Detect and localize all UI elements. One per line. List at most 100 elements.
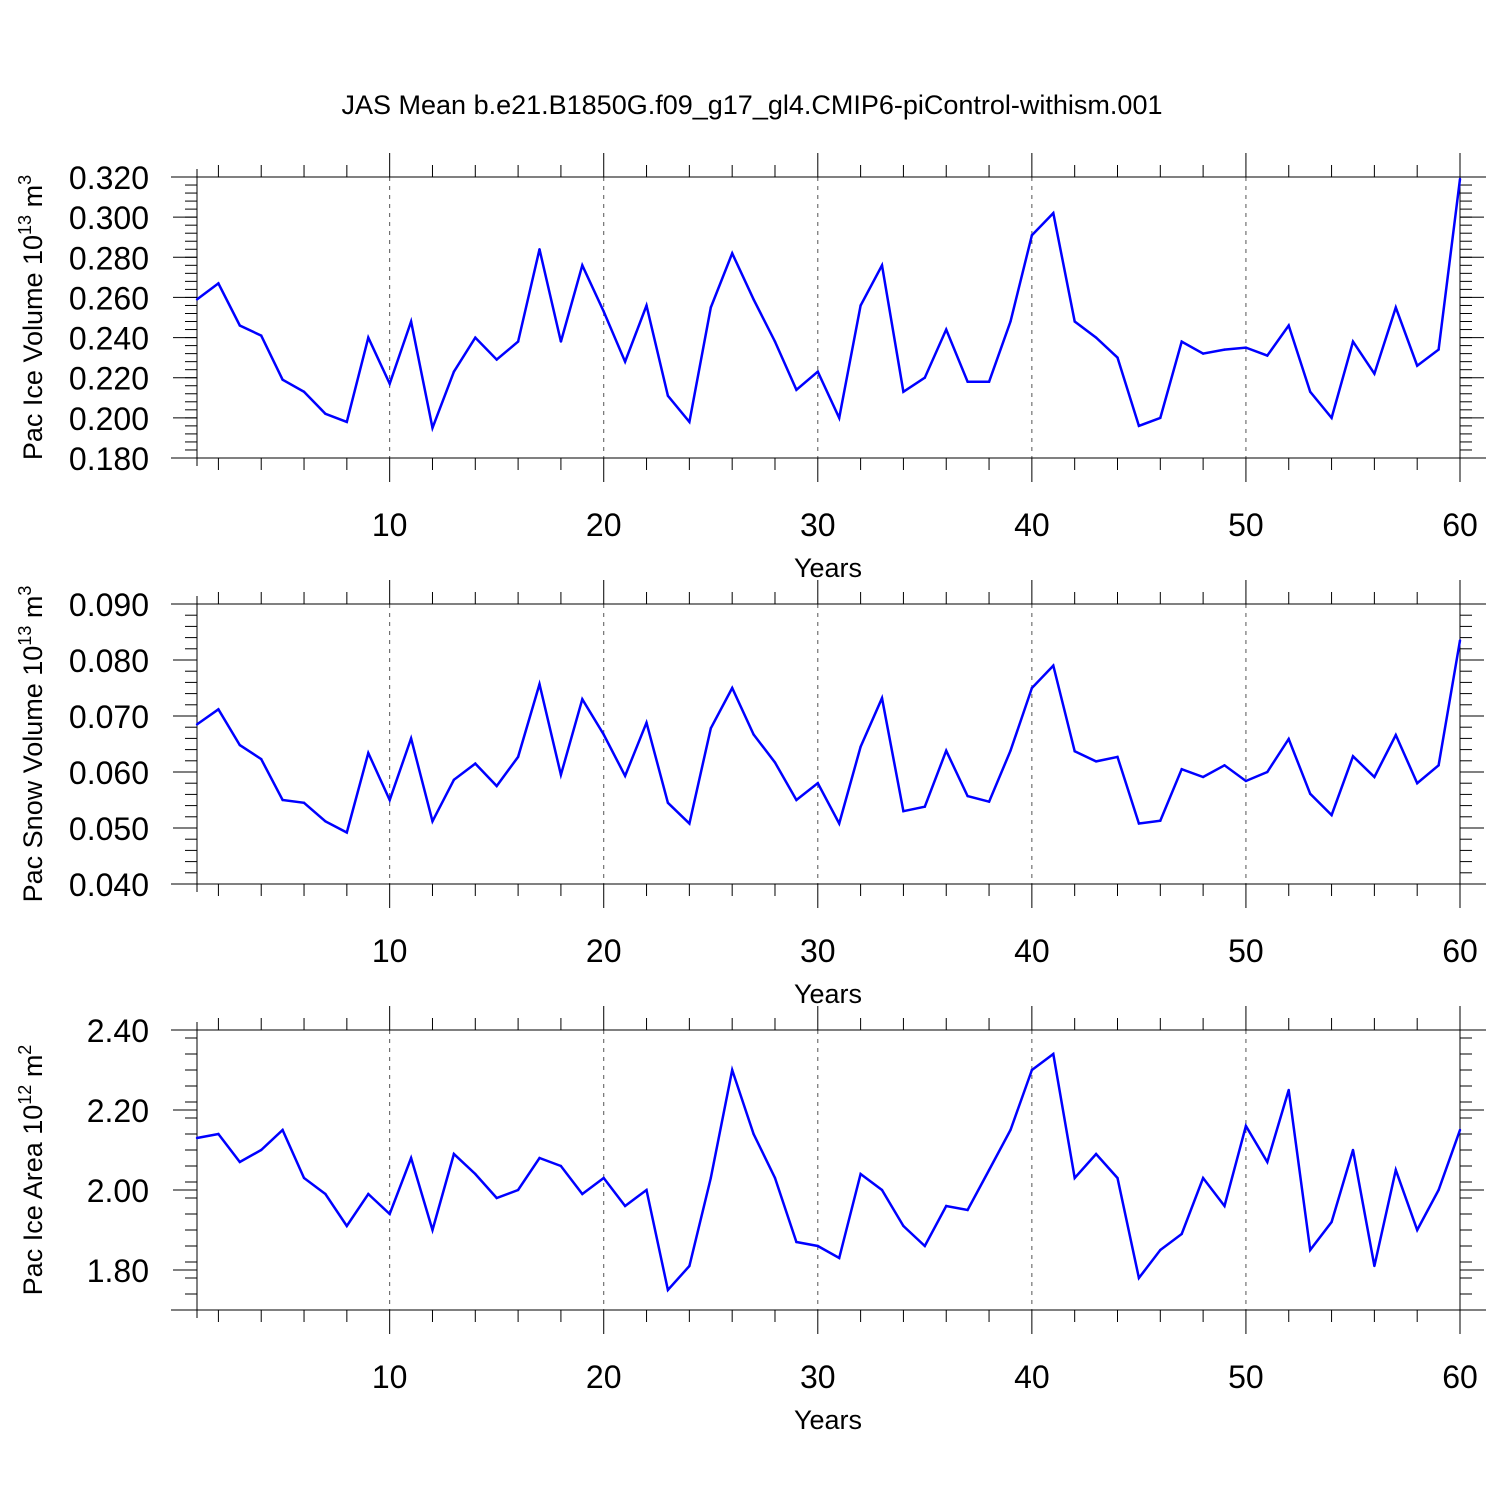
data-point <box>666 394 670 397</box>
data-point <box>987 800 991 803</box>
data-point <box>217 1132 220 1136</box>
x-axis-title: Years <box>794 979 862 1009</box>
data-point <box>1073 750 1076 753</box>
y-tick-label: 2.00 <box>87 1173 149 1209</box>
data-point <box>260 757 263 761</box>
data-point <box>495 1196 498 1200</box>
data-point <box>1458 639 1462 642</box>
data-point <box>1052 1052 1055 1056</box>
chart-title: JAS Mean b.e21.B1850G.f09_g17_gl4.CMIP6-… <box>342 90 1163 120</box>
data-point <box>1415 782 1419 785</box>
data-point <box>795 1240 798 1244</box>
data-point <box>1201 352 1205 355</box>
data-point <box>474 762 477 765</box>
data-point <box>431 426 434 430</box>
data-point <box>1094 1152 1098 1156</box>
data-point <box>1244 346 1248 349</box>
panel-3: 10 20 30 40 50 60 1.80 2.00 2.20 2.40 Years Pac Ice… <box>15 1006 1486 1435</box>
data-point <box>388 382 391 385</box>
data-point <box>1351 340 1355 343</box>
data-point <box>859 304 862 307</box>
data-point <box>945 328 948 331</box>
data-point <box>1180 768 1183 771</box>
y-tick-label: 0.090 <box>69 587 149 623</box>
data-point <box>1394 1168 1397 1172</box>
data-point <box>1287 737 1290 741</box>
data-point <box>945 1204 948 1208</box>
data-point <box>838 822 841 825</box>
data-point <box>538 248 541 251</box>
y-tick-label: 0.080 <box>69 643 149 679</box>
y-tick-label: 0.300 <box>69 200 149 236</box>
data-point <box>1415 1228 1419 1232</box>
data-point <box>388 798 391 802</box>
data-point <box>238 1160 242 1164</box>
data-point <box>602 733 605 736</box>
data-point <box>645 1188 648 1192</box>
data-point <box>260 1148 263 1152</box>
data-point <box>1458 1128 1462 1132</box>
data-point <box>623 774 627 778</box>
data-point <box>773 340 777 343</box>
data-point <box>688 1264 691 1268</box>
data-point <box>409 1156 413 1160</box>
y-tick-label: 0.240 <box>69 321 149 357</box>
data-point <box>623 1204 627 1208</box>
data-point <box>431 1228 434 1232</box>
y-axis-title-unit: m <box>18 1055 48 1085</box>
x-tick-label: 40 <box>1014 507 1050 543</box>
data-point <box>966 794 969 798</box>
x-tick-label: 60 <box>1442 933 1478 969</box>
data-point <box>367 751 370 755</box>
data-point <box>238 743 242 747</box>
data-point <box>538 1156 541 1160</box>
data-point <box>581 698 584 701</box>
data-point <box>1030 686 1034 690</box>
data-point <box>987 1168 991 1172</box>
data-point <box>1330 416 1333 420</box>
data-point <box>730 1068 734 1072</box>
y-axis-title-unit: m <box>18 185 48 215</box>
x-tick-label: 10 <box>372 507 408 543</box>
data-point <box>966 1208 969 1212</box>
data-point <box>795 798 798 802</box>
x-tick-label: 40 <box>1014 933 1050 969</box>
x-tick-label: 50 <box>1228 1359 1264 1395</box>
data-point <box>1330 813 1333 817</box>
y-axis-title-exp: 13 <box>15 215 35 235</box>
data-point <box>1073 1176 1076 1180</box>
series-line <box>196 640 1462 835</box>
y-tick-label: 1.80 <box>87 1253 149 1289</box>
data-point <box>260 334 263 337</box>
data-point <box>581 1192 584 1196</box>
data-point <box>538 682 541 686</box>
data-point <box>602 310 605 313</box>
data-point <box>345 1224 349 1228</box>
data-point <box>752 298 755 301</box>
y-tick-label: 0.040 <box>69 867 149 903</box>
data-point <box>367 1192 370 1196</box>
data-point <box>1137 424 1141 428</box>
data-point <box>1308 390 1312 393</box>
x-tick-label: 20 <box>586 507 622 543</box>
y-axis-title-exp: 12 <box>15 1085 35 1105</box>
data-point <box>666 1288 670 1292</box>
data-point <box>1030 234 1034 237</box>
y-tick-label: 0.200 <box>69 401 149 437</box>
data-point <box>1394 306 1397 309</box>
y-axis-title-exp: 13 <box>15 626 35 646</box>
y-tick-label: 0.260 <box>69 280 149 316</box>
x-axis-title: Years <box>794 1405 862 1435</box>
x-tick-label: 20 <box>586 933 622 969</box>
data-point <box>645 304 648 307</box>
y-axis-title: Pac Snow Volume 1013 m3 <box>15 586 48 903</box>
y-tick-label: 0.050 <box>69 811 149 847</box>
data-point <box>1373 775 1376 779</box>
data-point <box>516 1188 520 1192</box>
data-point <box>195 1136 199 1140</box>
data-point <box>452 778 456 782</box>
data-point <box>217 708 220 711</box>
data-point <box>345 831 349 834</box>
x-tick-label: 10 <box>372 1359 408 1395</box>
